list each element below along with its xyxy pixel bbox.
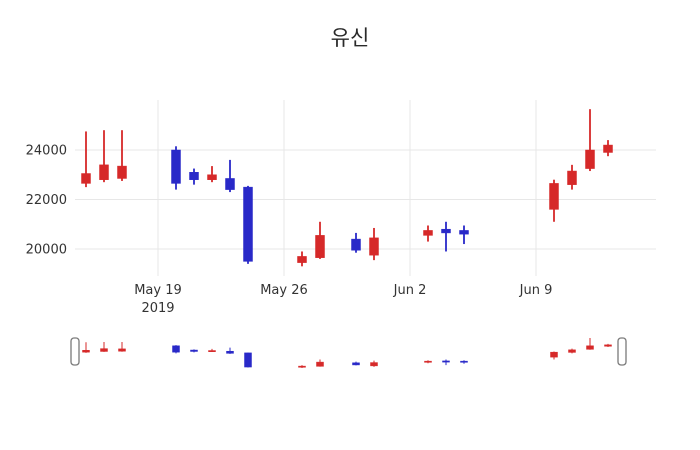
candle-body: [298, 365, 306, 368]
gridlines: [75, 100, 656, 276]
y-tick-label: 24000: [26, 144, 67, 159]
x-tick-label: Jun 2: [393, 283, 427, 298]
y-tick-label: 20000: [26, 243, 67, 258]
y-axis-labels: 20000 22000 24000: [26, 144, 67, 258]
candle-body: [172, 345, 180, 353]
candle-body: [225, 178, 235, 190]
candle-body: [118, 348, 126, 352]
candle-body: [369, 237, 379, 256]
rangeslider-right-handle[interactable]: [617, 337, 627, 366]
rangeslider-mini-chart[interactable]: [82, 338, 612, 368]
candle-body: [603, 144, 613, 153]
y-tick-label: 22000: [26, 193, 67, 208]
candle-body: [351, 238, 361, 251]
candle-body: [424, 360, 432, 363]
x-tick-label: May 26: [260, 283, 308, 298]
candle-body: [117, 165, 127, 179]
x-tick-label: Jun 9: [519, 283, 553, 298]
candle-body: [82, 350, 90, 353]
candle-body: [459, 230, 469, 235]
rangeslider[interactable]: [70, 337, 627, 368]
candle-body: [441, 228, 451, 234]
candle-body: [207, 174, 217, 180]
candle-body: [208, 350, 216, 352]
candle-body: [549, 183, 559, 210]
x-tick-label: May 19: [134, 283, 182, 298]
candle-body: [586, 345, 594, 350]
candle-body: [585, 149, 595, 169]
candle-body: [226, 350, 234, 354]
candle-body: [316, 361, 324, 367]
x-axis-labels: May 19 2019 May 26 Jun 2 Jun 9: [134, 283, 552, 316]
candle-body: [81, 173, 91, 184]
candle-body: [297, 256, 307, 263]
candle-body: [100, 348, 108, 352]
candle-body: [189, 172, 199, 180]
candle-body: [190, 349, 198, 352]
candle-body: [604, 344, 612, 347]
chart-title: 유신: [330, 26, 370, 50]
candle-body: [99, 164, 109, 180]
candle-body: [550, 351, 558, 358]
candle-body: [370, 362, 378, 367]
candle-body: [460, 360, 468, 363]
candle-body: [244, 352, 252, 368]
candle-body: [567, 170, 577, 185]
x-tick-sublabel: 2019: [141, 301, 174, 316]
rangeslider-left-handle[interactable]: [70, 337, 80, 366]
candle-body: [568, 349, 576, 353]
candle-body: [352, 362, 360, 366]
candle-body: [315, 235, 325, 258]
candles: [81, 109, 613, 267]
candle-body: [442, 360, 450, 363]
candle-body: [171, 149, 181, 184]
candle-body: [423, 230, 433, 236]
candle-body: [243, 186, 253, 262]
